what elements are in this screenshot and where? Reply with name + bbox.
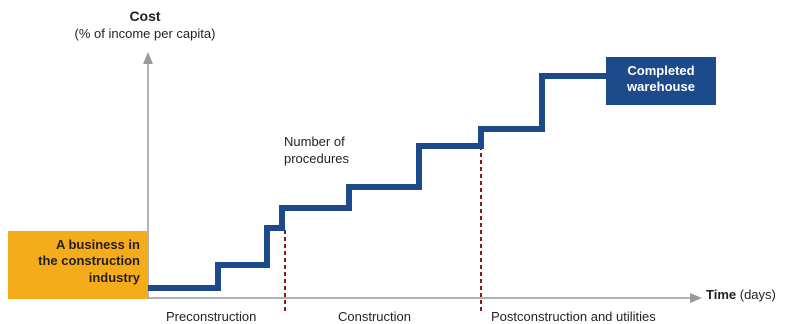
start-box: A business in the construction industry (8, 231, 148, 299)
x-axis-arrowhead (690, 293, 702, 303)
phase-label-preconstruction: Preconstruction (166, 309, 257, 324)
y-axis-title-sub: (% of income per capita) (74, 25, 216, 41)
y-axis-arrowhead (143, 52, 153, 64)
procedure-steps-line (148, 73, 606, 291)
x-axis-title-unit: (days) (739, 287, 776, 302)
y-axis-title: Cost (% of income per capita) (40, 8, 250, 42)
y-axis-title-main: Cost (129, 8, 161, 24)
x-axis-title-main: Time (706, 287, 737, 302)
start-box-line1: A business in (55, 237, 140, 252)
start-box-line2: the construction (38, 253, 140, 269)
end-box-line1: Completed (627, 63, 695, 78)
step-label-line1: Number of (284, 134, 345, 149)
step-label-line2: procedures (284, 150, 350, 166)
phase-label-construction: Construction (338, 309, 411, 324)
end-box-line2: warehouse (627, 78, 695, 94)
end-box: Completed warehouse (606, 57, 716, 105)
x-axis-title: Time (days) (706, 287, 776, 302)
step-label: Number of procedures (284, 134, 349, 168)
phase-label-postconstruction: Postconstruction and utilities (491, 309, 656, 324)
start-box-line3: industry (88, 269, 140, 285)
